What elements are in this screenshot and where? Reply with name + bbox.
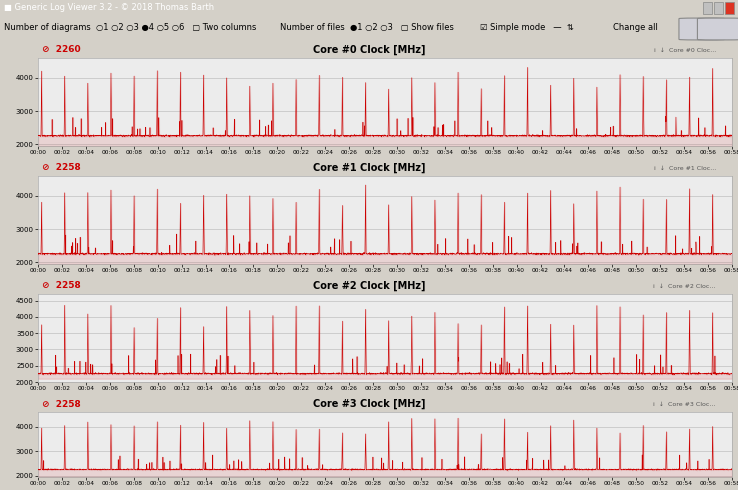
Text: i  ↓  Core #1 Cloc...: i ↓ Core #1 Cloc... bbox=[654, 166, 716, 171]
Text: ⊘  2258: ⊘ 2258 bbox=[41, 399, 80, 409]
Text: Change all: Change all bbox=[613, 23, 658, 32]
Text: Core #3 Clock [MHz]: Core #3 Clock [MHz] bbox=[313, 399, 425, 409]
FancyBboxPatch shape bbox=[679, 18, 725, 40]
Text: Number of files  ●1 ○2 ○3   ▢ Show files: Number of files ●1 ○2 ○3 ▢ Show files bbox=[280, 23, 455, 32]
Text: i  ↓  Core #0 Cloc...: i ↓ Core #0 Cloc... bbox=[654, 48, 716, 52]
Text: Number of diagrams  ○1 ○2 ○3 ●4 ○5 ○6   ▢ Two columns: Number of diagrams ○1 ○2 ○3 ●4 ○5 ○6 ▢ T… bbox=[4, 23, 256, 32]
Text: ■ Generic Log Viewer 3.2 - © 2018 Thomas Barth: ■ Generic Log Viewer 3.2 - © 2018 Thomas… bbox=[4, 3, 214, 13]
Text: ☑ Simple mode   —  ⇅: ☑ Simple mode — ⇅ bbox=[480, 23, 573, 32]
Text: i  ↓  Core #3 Cloc...: i ↓ Core #3 Cloc... bbox=[653, 401, 716, 407]
Text: ⊘  2260: ⊘ 2260 bbox=[41, 46, 80, 54]
Text: Core #2 Clock [MHz]: Core #2 Clock [MHz] bbox=[313, 281, 425, 291]
Text: Core #1 Clock [MHz]: Core #1 Clock [MHz] bbox=[313, 163, 425, 173]
FancyBboxPatch shape bbox=[697, 18, 738, 40]
Text: ⊘  2258: ⊘ 2258 bbox=[41, 164, 80, 172]
Bar bbox=[725, 1, 734, 14]
Bar bbox=[714, 1, 723, 14]
Text: i  ↓  Core #2 Cloc...: i ↓ Core #2 Cloc... bbox=[653, 284, 716, 289]
Text: ⊘  2258: ⊘ 2258 bbox=[41, 281, 80, 291]
Text: Core #0 Clock [MHz]: Core #0 Clock [MHz] bbox=[313, 45, 425, 55]
Bar bbox=[703, 1, 712, 14]
